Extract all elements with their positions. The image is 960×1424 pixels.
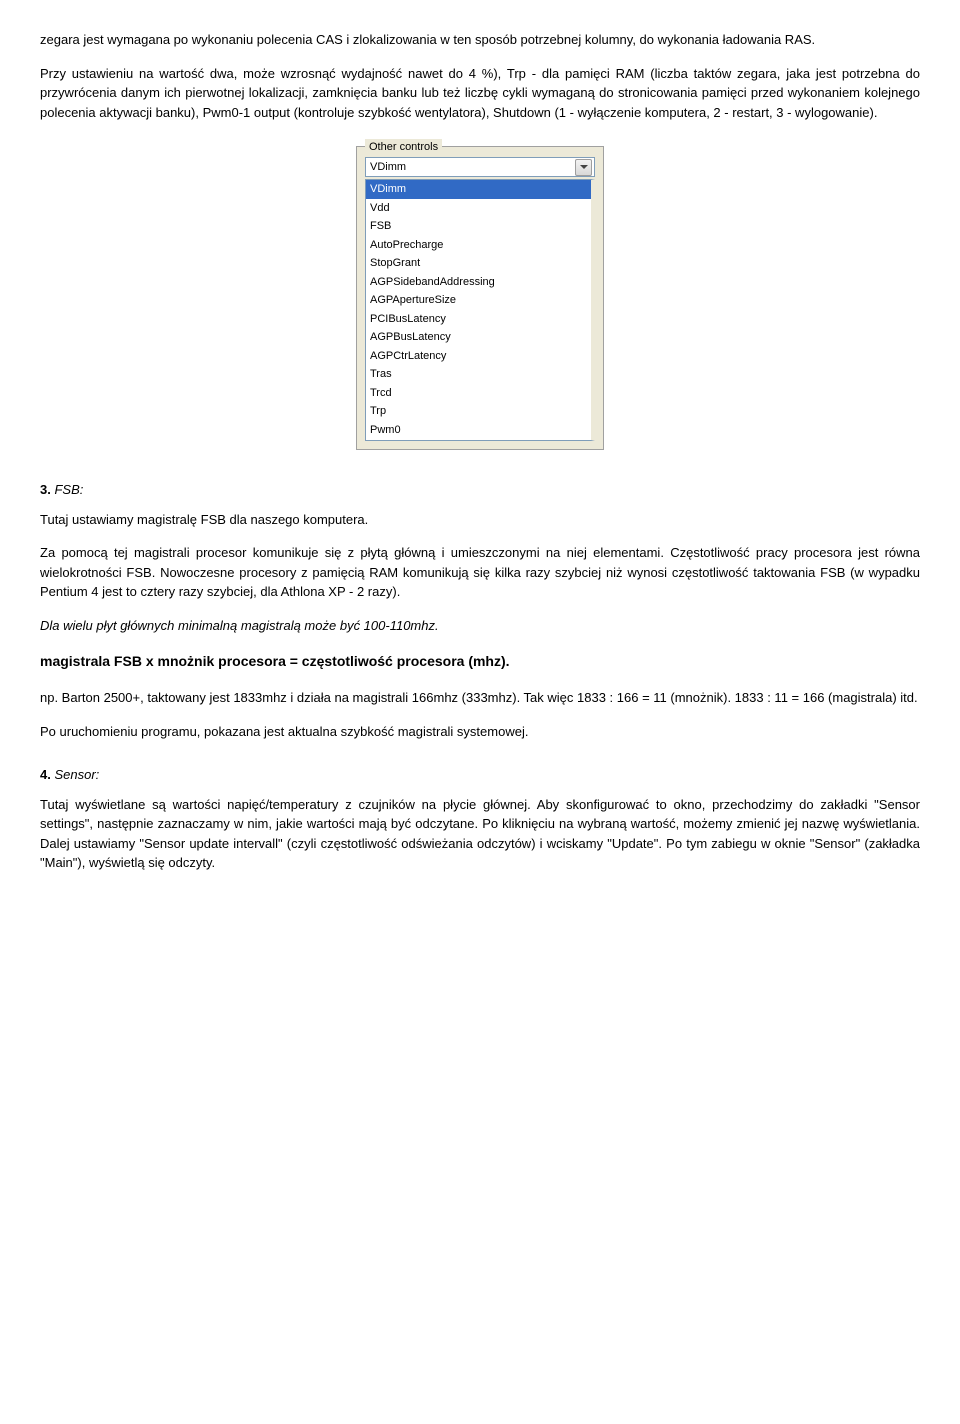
paragraph-2: Przy ustawieniu na wartość dwa, może wzr… — [40, 64, 920, 123]
section-3-heading: 3. FSB: — [40, 480, 920, 500]
combobox-selected-value: VDimm — [370, 159, 406, 176]
controls-listbox[interactable]: VDimmVddFSBAutoPrechargeStopGrantAGPSide… — [365, 179, 595, 441]
list-item[interactable]: Pwm1 — [366, 439, 591, 441]
list-item[interactable]: AGPCtrLatency — [366, 347, 591, 366]
list-item[interactable]: AGPSidebandAddressing — [366, 273, 591, 292]
list-item[interactable]: AGPApertureSize — [366, 291, 591, 310]
list-item[interactable]: FSB — [366, 217, 591, 236]
list-item[interactable]: Tras — [366, 365, 591, 384]
sec3-p5: Po uruchomieniu programu, pokazana jest … — [40, 722, 920, 742]
section-3-name: FSB: — [54, 482, 83, 497]
sec3-p4: np. Barton 2500+, taktowany jest 1833mhz… — [40, 688, 920, 708]
sec3-formula: magistrala FSB x mnożnik procesora = czę… — [40, 651, 920, 672]
intro-paragraph: zegara jest wymagana po wykonaniu polece… — [40, 30, 920, 50]
list-item[interactable]: VDimm — [366, 180, 591, 199]
groupbox-label: Other controls — [365, 139, 442, 156]
list-item[interactable]: AGPBusLatency — [366, 328, 591, 347]
list-item[interactable]: Trcd — [366, 384, 591, 403]
list-item[interactable]: Trp — [366, 402, 591, 421]
list-item[interactable]: AutoPrecharge — [366, 236, 591, 255]
other-controls-groupbox: Other controls VDimm VDimmVddFSBAutoPrec… — [356, 146, 604, 450]
chevron-down-icon[interactable] — [575, 159, 592, 176]
sec3-p3-italic: Dla wielu płyt głównych minimalną magist… — [40, 616, 920, 636]
list-item[interactable]: StopGrant — [366, 254, 591, 273]
list-item[interactable]: Pwm0 — [366, 421, 591, 440]
section-4-name: Sensor: — [54, 767, 99, 782]
controls-combobox[interactable]: VDimm — [365, 157, 595, 177]
section-4-number: 4. — [40, 767, 51, 782]
sec3-p1: Tutaj ustawiamy magistralę FSB dla nasze… — [40, 510, 920, 530]
sec4-p1: Tutaj wyświetlane są wartości napięć/tem… — [40, 795, 920, 873]
section-4-heading: 4. Sensor: — [40, 765, 920, 785]
list-item[interactable]: Vdd — [366, 199, 591, 218]
list-item[interactable]: PCIBusLatency — [366, 310, 591, 329]
screenshot-container: Other controls VDimm VDimmVddFSBAutoPrec… — [40, 146, 920, 450]
sec3-p2: Za pomocą tej magistrali procesor komuni… — [40, 543, 920, 602]
section-3-number: 3. — [40, 482, 51, 497]
